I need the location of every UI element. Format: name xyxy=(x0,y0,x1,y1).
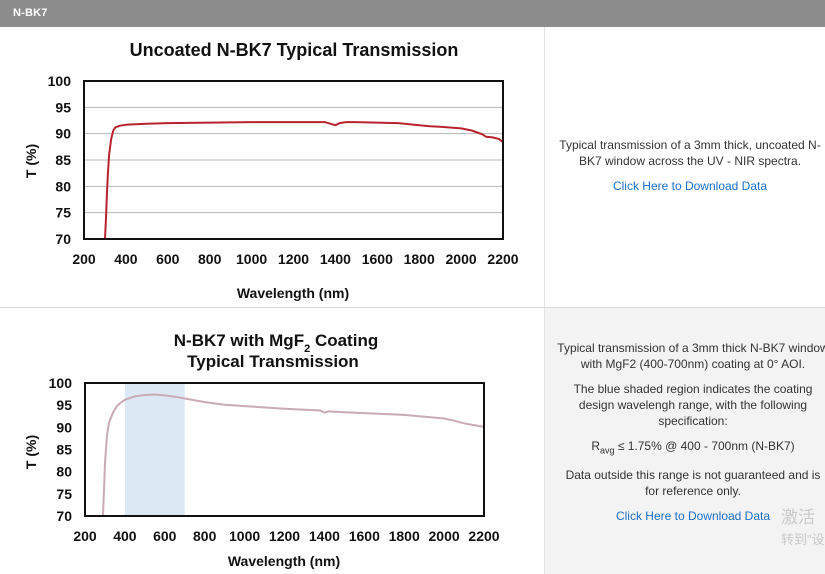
coating-spec: Ravg ≤ 1.75% @ 400 - 700nm (N-BK7) xyxy=(591,439,795,456)
x-tick-label: 1400 xyxy=(320,251,351,267)
y-tick-label: 100 xyxy=(48,73,72,89)
x-tick-label: 2000 xyxy=(429,528,460,544)
x-tick-label: 2200 xyxy=(487,251,518,267)
svg-text:T (%): T (%) xyxy=(23,144,39,178)
description-text: Typical transmission of a 3mm thick, unc… xyxy=(559,138,821,168)
y-tick-label: 80 xyxy=(55,178,71,194)
x-tick-label: 1600 xyxy=(349,528,380,544)
watermark-line-2: 转到"设 xyxy=(781,532,825,547)
x-tick-label: 1400 xyxy=(309,528,340,544)
x-tick-label: 200 xyxy=(73,528,97,544)
chart-uncoated: Uncoated N-BK7 Typical Transmission T (%… xyxy=(23,40,519,301)
chart-title: N-BK7 with MgF2 Coating xyxy=(174,331,378,355)
plot-frame xyxy=(84,382,485,517)
y-tick-label: 85 xyxy=(56,442,72,458)
y-tick-label: 95 xyxy=(56,397,72,413)
download-data-link-2[interactable]: Click Here to Download Data xyxy=(615,509,771,524)
chart-description-1: Typical transmission of a 3mm thick, unc… xyxy=(553,137,825,203)
chart-description-2: Typical transmission of a 3mm thick N-BK… xyxy=(557,340,825,533)
y-tick-label: 70 xyxy=(55,231,71,247)
column-divider xyxy=(544,27,545,574)
y-tick-label: 100 xyxy=(49,375,73,391)
download-data-link-1[interactable]: Click Here to Download Data xyxy=(612,179,768,193)
section-title: N-BK7 xyxy=(13,7,48,19)
y-tick-label: 85 xyxy=(55,152,71,168)
y-axis-label: T (%) xyxy=(23,435,39,469)
x-axis-label: Wavelength (nm) xyxy=(228,553,340,569)
x-tick-label: 400 xyxy=(113,528,137,544)
row-divider xyxy=(0,307,825,308)
description-panel-2 xyxy=(545,308,825,574)
y-tick-label: 70 xyxy=(56,508,72,524)
x-tick-label: 2000 xyxy=(446,251,477,267)
x-tick-label: 600 xyxy=(156,251,180,267)
coating-range-shade xyxy=(124,383,185,516)
x-tick-label: 1000 xyxy=(236,251,267,267)
x-tick-label: 1600 xyxy=(362,251,393,267)
x-tick-label: 1800 xyxy=(389,528,420,544)
y-tick-label: 75 xyxy=(55,205,71,221)
y-tick-label: 75 xyxy=(56,486,72,502)
x-tick-label: 800 xyxy=(193,528,217,544)
x-tick-label: 2200 xyxy=(468,528,499,544)
x-tick-label: 1200 xyxy=(269,528,300,544)
chart-title: Uncoated N-BK7 Typical Transmission xyxy=(130,40,459,60)
series-line xyxy=(102,393,485,517)
x-tick-label: 400 xyxy=(114,251,138,267)
description-text-3: Data outside this range is not guarantee… xyxy=(565,468,821,499)
description-text-1: Typical transmission of a 3mm thick N-BK… xyxy=(557,341,825,371)
y-tick-label: 90 xyxy=(55,126,71,142)
x-tick-label: 800 xyxy=(198,251,222,267)
series-line xyxy=(104,121,504,240)
y-tick-label: 90 xyxy=(56,419,72,435)
x-axis-label: Wavelength (nm) xyxy=(237,285,349,301)
chart-mgf2: N-BK7 with MgF2 Coating Typical Transmis… xyxy=(23,331,500,569)
x-tick-label: 1200 xyxy=(278,251,309,267)
x-tick-label: 1000 xyxy=(229,528,260,544)
chart-title-line2: Typical Transmission xyxy=(187,352,359,371)
watermark-line-1: 激活 xyxy=(781,508,815,527)
y-tick-label: 95 xyxy=(55,99,71,115)
section-header: N-BK7 xyxy=(0,0,825,27)
x-tick-label: 200 xyxy=(72,251,96,267)
y-axis-label: T (%) xyxy=(23,144,39,178)
plot-frame xyxy=(83,80,504,240)
svg-text:T (%): T (%) xyxy=(23,435,39,469)
x-tick-label: 600 xyxy=(153,528,177,544)
x-tick-label: 1800 xyxy=(404,251,435,267)
y-tick-label: 80 xyxy=(56,464,72,480)
description-text-2: The blue shaded region indicates the coa… xyxy=(573,382,813,428)
